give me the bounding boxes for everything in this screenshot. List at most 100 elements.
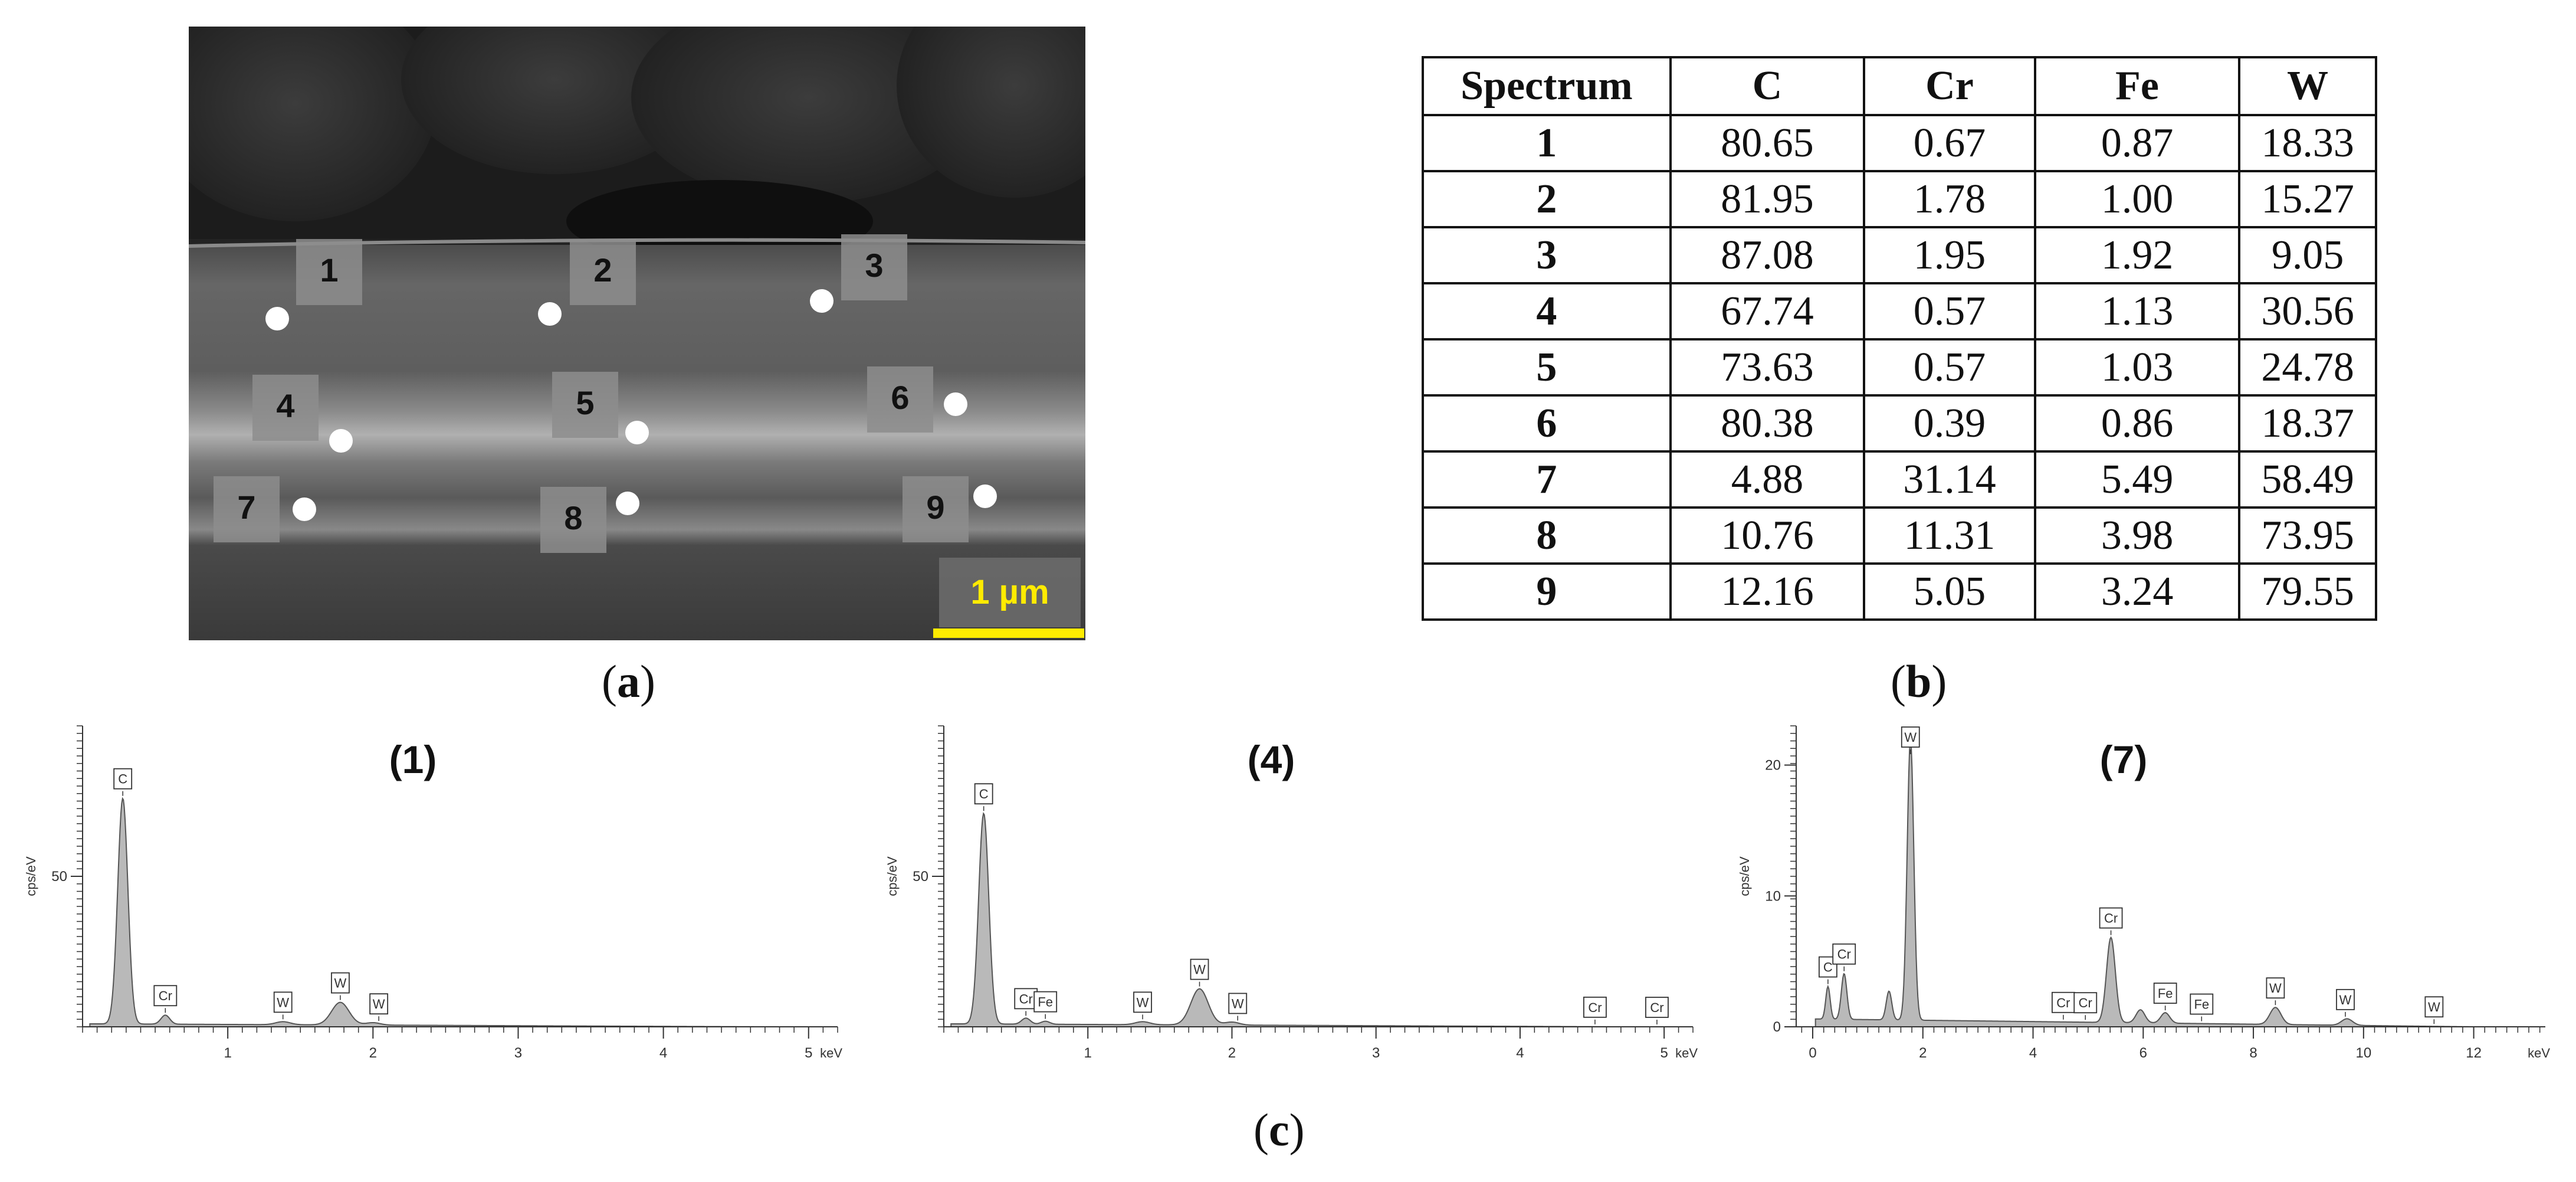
svg-text:W: W bbox=[2269, 981, 2282, 996]
table-header: Fe bbox=[2033, 56, 2241, 116]
spectrum-number-cell: 5 bbox=[1422, 338, 1672, 397]
marker-8: 8 bbox=[540, 487, 639, 553]
svg-text:9: 9 bbox=[926, 489, 944, 526]
marker-5: 5 bbox=[552, 372, 649, 444]
table-cell: 30.56 bbox=[2238, 282, 2377, 340]
table-row: 5 73.63 0.57 1.03 24.78 bbox=[1422, 338, 2377, 397]
scale-bar-line bbox=[933, 628, 1084, 638]
y-tick-label: 10 bbox=[1765, 888, 1781, 904]
svg-text:8: 8 bbox=[564, 499, 582, 536]
svg-text:Cr: Cr bbox=[2104, 911, 2118, 926]
y-axis-label: cps/eV bbox=[885, 856, 900, 896]
svg-text:1: 1 bbox=[320, 251, 338, 289]
x-unit-label: keV bbox=[1675, 1046, 1698, 1060]
table-cell: 0.87 bbox=[2033, 114, 2241, 172]
svg-text:2: 2 bbox=[593, 251, 612, 289]
table-cell: 31.14 bbox=[1863, 450, 2036, 509]
x-tick-label: 2 bbox=[369, 1045, 377, 1061]
peak-label: Cr bbox=[1645, 997, 1669, 1024]
spectrum-number-cell: 1 bbox=[1422, 114, 1672, 172]
spectrum-curve bbox=[89, 797, 831, 1027]
composition-table: Spectrum C Cr Fe W 1 80.65 0.67 0.87 18.33 2 8… bbox=[1422, 56, 2377, 621]
peak-label: C bbox=[974, 783, 993, 811]
peak-label: Fe bbox=[2153, 983, 2177, 1011]
spectrum-chart-7: 0 2 4 6 8 10 12 keV 0 10 20 cps/eV (7) C Cr W Cr Cr Cr Fe Fe… bbox=[1737, 725, 2550, 1061]
svg-text:W: W bbox=[2339, 993, 2352, 1007]
peak-label: Cr bbox=[2099, 907, 2123, 935]
x-tick-label: 5 bbox=[805, 1045, 812, 1061]
svg-text:W: W bbox=[334, 976, 347, 991]
spectrum-number-cell: 9 bbox=[1422, 562, 1672, 621]
svg-text:C: C bbox=[979, 787, 989, 801]
peak-label: Cr bbox=[1832, 943, 1856, 971]
peak-label: W bbox=[1190, 958, 1209, 987]
svg-text:5: 5 bbox=[576, 384, 594, 421]
svg-text:Fe: Fe bbox=[2158, 986, 2173, 1001]
spectrum-title: (4) bbox=[1248, 738, 1295, 781]
x-tick-label: 3 bbox=[514, 1045, 522, 1061]
table-cell: 1.03 bbox=[2033, 338, 2241, 397]
x-tick-label: 1 bbox=[224, 1045, 231, 1061]
x-tick-label: 2 bbox=[1228, 1045, 1236, 1061]
table-cell: 73.95 bbox=[2238, 506, 2377, 565]
peak-label: W bbox=[2336, 988, 2355, 1017]
peak-label: W bbox=[1133, 991, 1152, 1020]
svg-text:W: W bbox=[277, 995, 289, 1010]
x-tick-label: 6 bbox=[2139, 1045, 2147, 1061]
table-row: 1 80.65 0.67 0.87 18.33 bbox=[1422, 114, 2377, 172]
y-axis-label: cps/eV bbox=[24, 856, 38, 896]
table-row: 9 12.16 5.05 3.24 79.55 bbox=[1422, 562, 2377, 621]
table-row: 6 80.38 0.39 0.86 18.37 bbox=[1422, 394, 2377, 453]
spectrum-number-cell: 7 bbox=[1422, 450, 1672, 509]
table-cell: 80.65 bbox=[1669, 114, 1866, 172]
table-header: Spectrum bbox=[1422, 56, 1672, 116]
table-cell: 18.33 bbox=[2238, 114, 2377, 172]
x-tick-label: 12 bbox=[2466, 1045, 2482, 1061]
table-cell: 11.31 bbox=[1863, 506, 2036, 565]
table-cell: 67.74 bbox=[1669, 282, 1866, 340]
svg-text:Cr: Cr bbox=[1650, 1000, 1663, 1015]
x-tick-label: 5 bbox=[1660, 1045, 1668, 1061]
svg-text:6: 6 bbox=[891, 379, 909, 416]
svg-text:C: C bbox=[1823, 960, 1833, 975]
peak-label: W bbox=[1901, 726, 1920, 754]
y-tick-label: 50 bbox=[913, 869, 928, 885]
x-tick-label: 1 bbox=[1084, 1045, 1092, 1061]
table-cell: 4.88 bbox=[1669, 450, 1866, 509]
scale-bar-label: 1 µm bbox=[970, 573, 1049, 611]
spectrum-chart-4: 1 2 3 4 5 keV 50 cps/eV (4) C Cr Fe W W W Cr Cr bbox=[885, 725, 1698, 1061]
x-unit-label: keV bbox=[2528, 1046, 2550, 1060]
svg-text:4: 4 bbox=[276, 387, 294, 424]
table-cell: 3.98 bbox=[2033, 506, 2241, 565]
peak-label: W bbox=[2266, 977, 2285, 1006]
marker-3: 3 bbox=[810, 234, 907, 313]
spectrum-title: (1) bbox=[389, 738, 437, 781]
peak-label: W bbox=[369, 993, 389, 1021]
spectrum-number-cell: 4 bbox=[1422, 282, 1672, 340]
table-cell: 5.49 bbox=[2033, 450, 2241, 509]
svg-text:C: C bbox=[118, 772, 127, 787]
x-tick-label: 10 bbox=[2355, 1045, 2371, 1061]
table-cell: 1.95 bbox=[1863, 226, 2036, 284]
peak-label: W bbox=[273, 991, 293, 1020]
svg-text:Cr: Cr bbox=[2056, 996, 2070, 1010]
table-cell: 79.55 bbox=[2238, 562, 2377, 621]
peak-label: W bbox=[1228, 993, 1248, 1021]
table-cell: 0.86 bbox=[2033, 394, 2241, 453]
marker-2: 2 bbox=[538, 239, 636, 326]
svg-text:W: W bbox=[2428, 1000, 2440, 1014]
table-cell: 1.00 bbox=[2033, 170, 2241, 228]
x-tick-label: 0 bbox=[1809, 1045, 1816, 1061]
svg-text:Fe: Fe bbox=[2194, 997, 2209, 1012]
x-tick-label: 8 bbox=[2249, 1045, 2257, 1061]
peak-label: W bbox=[2424, 996, 2444, 1024]
marker-6: 6 bbox=[867, 366, 967, 433]
table-cell: 18.37 bbox=[2238, 394, 2377, 453]
table-cell: 0.67 bbox=[1863, 114, 2036, 172]
y-tick-label: 50 bbox=[51, 869, 67, 885]
svg-text:W: W bbox=[1904, 730, 1917, 745]
table-header-row: Spectrum C Cr Fe W bbox=[1422, 56, 2377, 116]
table-cell: 80.38 bbox=[1669, 394, 1866, 453]
table-row: 4 67.74 0.57 1.13 30.56 bbox=[1422, 282, 2377, 340]
svg-text:Cr: Cr bbox=[1837, 947, 1851, 962]
